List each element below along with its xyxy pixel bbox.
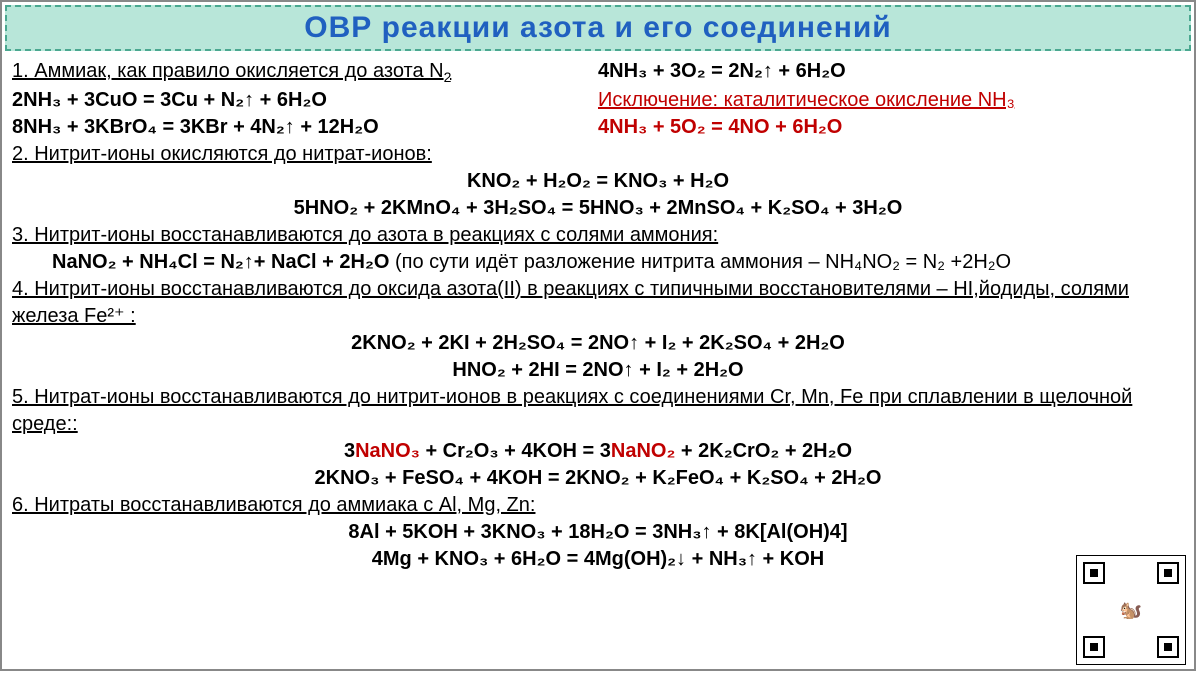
eq-3a: NaNO₂ + NH₄Cl = N₂↑+ NaCl + 2H₂O [52, 251, 395, 273]
eq-2b: 5HNO₂ + 2KMnO₄ + 3H₂SO₄ = 5HNO₃ + 2MnSO₄… [294, 197, 903, 219]
qr-code: 🐿️ [1076, 555, 1186, 665]
eq-2a: KNO₂ + H₂O₂ = KNO₃ + H₂O [467, 170, 729, 192]
rule-4: 4. Нитрит-ионы восстанавливаются до окси… [12, 278, 1129, 327]
eq-1a: 2NH₃ + 3CuO = 3Cu + N₂↑ + 6H₂O [12, 89, 327, 111]
rule-5: 5. Нитрат-ионы восстанавливаются до нитр… [12, 386, 1132, 435]
eq-6a: 8Al + 5KOH + 3KNO₃ + 18H₂O = 3NH₃↑ + 8K[… [348, 521, 847, 543]
eq-1b: 8NH₃ + 3KBrO₄ = 3KBr + 4N₂↑ + 12H₂O [12, 116, 379, 138]
eq-4a: 2KNO₂ + 2KI + 2H₂SO₄ = 2NO↑ + I₂ + 2K₂SO… [351, 332, 845, 354]
rule-1: 1. Аммиак, как правило окисляется до азо… [12, 60, 451, 82]
eq-1d: 4NH₃ + 5O₂ = 4NO + 6H₂O [598, 116, 842, 138]
eq-4b: HNO₂ + 2HI = 2NO↑ + I₂ + 2H₂O [452, 359, 743, 381]
eq-6b: 4Mg + KNO₃ + 6H₂O = 4Mg(OH)₂↓ + NH₃↑ + K… [372, 548, 824, 570]
title-bar: ОВР реакции азота и его соединений [5, 5, 1191, 51]
eq-5b: 2KNO₃ + FeSO₄ + 4KOH = 2KNO₂ + K₂FeO₄ + … [315, 467, 882, 489]
rule-6: 6. Нитраты восстанавливаются до аммиака … [12, 494, 535, 516]
rule-2: 2. Нитрит-ионы окисляются до нитрат-ионо… [12, 143, 432, 165]
exception-label: Исключение: каталитическое окисление NH₃ [598, 89, 1015, 111]
eq-3a-note: (по сути идёт разложение нитрита аммония… [395, 251, 1011, 273]
page-title: ОВР реакции азота и его соединений [304, 11, 891, 44]
rule-3: 3. Нитрит-ионы восстанавливаются до азот… [12, 224, 718, 246]
eq-1c: 4NH₃ + 3O₂ = 2N₂↑ + 6H₂O [598, 60, 846, 82]
eq-5a: 3NaNO₃ + Cr₂O₃ + 4KOH = 3NaNO₂ + 2K₂CrO₂… [12, 438, 1184, 465]
content-area: 1. Аммиак, как правило окисляется до азо… [2, 54, 1194, 577]
